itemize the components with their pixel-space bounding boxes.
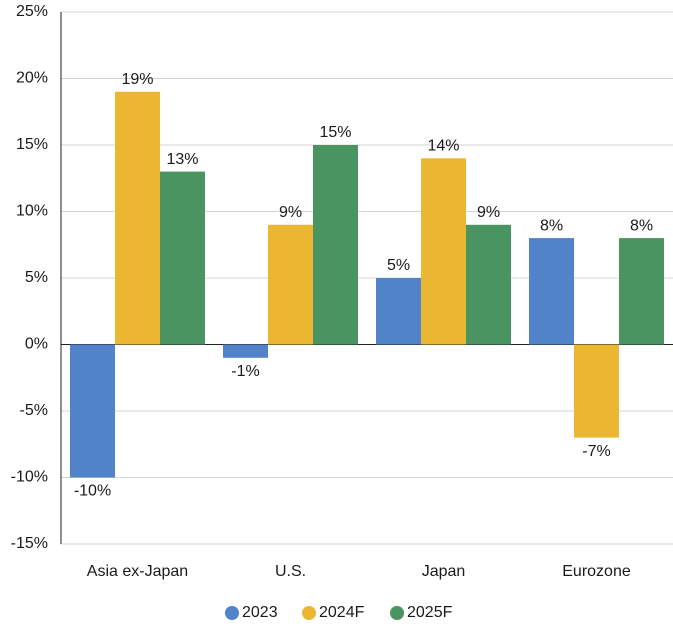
- bar: [268, 224, 313, 345]
- y-tick-label: -5%: [20, 402, 48, 419]
- value-label: 14%: [427, 138, 459, 155]
- y-tick-label: 15%: [16, 136, 48, 153]
- value-label: -1%: [231, 363, 259, 380]
- y-tick-label: 0%: [25, 336, 48, 353]
- value-label: 8%: [630, 217, 653, 234]
- value-label: 13%: [166, 151, 198, 168]
- legend-marker: [302, 606, 316, 620]
- y-tick-label: 5%: [25, 269, 48, 286]
- legend-label: 2024F: [319, 604, 365, 621]
- bar: [619, 238, 664, 345]
- bar: [574, 344, 619, 438]
- value-label: 19%: [121, 71, 153, 88]
- value-label: 9%: [477, 204, 500, 221]
- legend-label: 2023: [242, 604, 278, 621]
- bar: [466, 224, 511, 345]
- legend-marker: [390, 606, 404, 620]
- value-label: 8%: [540, 217, 563, 234]
- value-label: 15%: [319, 124, 351, 141]
- value-label: -10%: [74, 483, 111, 500]
- bar: [160, 171, 205, 345]
- y-tick-label: 10%: [16, 203, 48, 220]
- x-tick-label: U.S.: [275, 563, 306, 580]
- legend-marker: [225, 606, 239, 620]
- bar: [70, 344, 115, 478]
- legend-label: 2025F: [407, 604, 453, 621]
- value-label: 5%: [387, 257, 410, 274]
- y-tick-label: 25%: [16, 3, 48, 20]
- value-label: 9%: [279, 204, 302, 221]
- y-tick-label: -15%: [11, 535, 48, 552]
- y-tick-label: -10%: [11, 469, 48, 486]
- bar: [115, 91, 160, 345]
- x-tick-label: Asia ex-Japan: [87, 563, 188, 580]
- x-tick-label: Japan: [422, 563, 466, 580]
- bar: [223, 344, 268, 358]
- bar: [376, 278, 421, 345]
- bar: [313, 145, 358, 345]
- y-tick-label: 20%: [16, 70, 48, 87]
- x-tick-label: Eurozone: [562, 563, 631, 580]
- bar: [529, 238, 574, 345]
- value-label: -7%: [582, 443, 610, 460]
- bar: [421, 158, 466, 345]
